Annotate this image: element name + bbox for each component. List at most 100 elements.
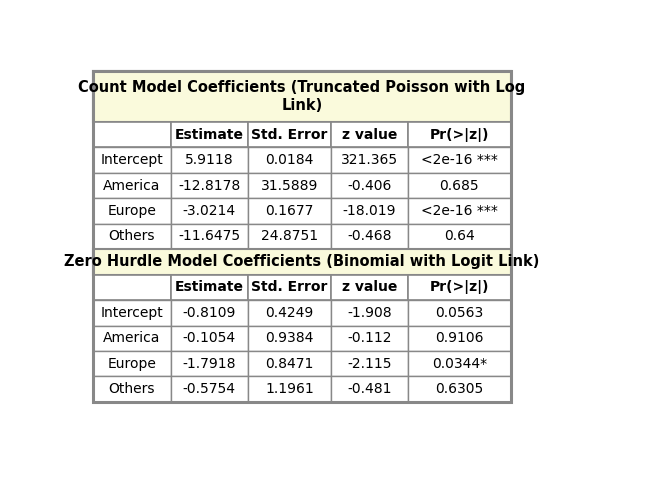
Bar	[93, 351, 170, 377]
Text: Estimate: Estimate	[175, 128, 244, 141]
Text: -0.468: -0.468	[347, 229, 392, 243]
Text: -11.6475: -11.6475	[178, 229, 241, 243]
Bar	[170, 326, 248, 351]
Text: 0.685: 0.685	[439, 178, 479, 192]
Text: -1.7918: -1.7918	[183, 357, 236, 371]
Bar	[170, 351, 248, 377]
Bar	[93, 147, 170, 173]
Text: 321.365: 321.365	[341, 153, 398, 167]
Text: Std. Error: Std. Error	[251, 280, 328, 295]
Text: Zero Hurdle Model Coefficients (Binomial with Logit Link): Zero Hurdle Model Coefficients (Binomial…	[64, 254, 539, 269]
Bar	[170, 122, 248, 147]
Bar	[170, 300, 248, 326]
Bar	[330, 224, 408, 249]
Text: -0.8109: -0.8109	[183, 306, 236, 320]
Bar	[170, 147, 248, 173]
Bar	[170, 173, 248, 198]
Text: Intercept: Intercept	[101, 306, 163, 320]
Bar	[408, 122, 511, 147]
Bar	[330, 377, 408, 402]
Bar	[408, 275, 511, 300]
Bar	[170, 198, 248, 224]
Text: 0.9384: 0.9384	[265, 331, 313, 345]
Text: Europe: Europe	[108, 357, 156, 371]
Text: -0.1054: -0.1054	[183, 331, 236, 345]
Bar	[248, 300, 330, 326]
Text: Europe: Europe	[108, 204, 156, 218]
Text: -3.0214: -3.0214	[183, 204, 236, 218]
Bar	[93, 173, 170, 198]
Bar	[408, 173, 511, 198]
Text: 0.0344*: 0.0344*	[432, 357, 487, 371]
Text: -0.112: -0.112	[347, 331, 392, 345]
Text: Std. Error: Std. Error	[251, 128, 328, 141]
Text: 5.9118: 5.9118	[185, 153, 233, 167]
Text: <2e-16 ***: <2e-16 ***	[421, 153, 498, 167]
Text: Pr(>|z|): Pr(>|z|)	[430, 128, 489, 141]
Bar	[93, 224, 170, 249]
Bar	[170, 224, 248, 249]
Bar	[408, 224, 511, 249]
Bar	[93, 326, 170, 351]
Bar	[330, 147, 408, 173]
Text: Intercept: Intercept	[101, 153, 163, 167]
Bar	[93, 71, 511, 122]
Text: Estimate: Estimate	[175, 280, 244, 295]
Bar	[248, 198, 330, 224]
Bar	[408, 147, 511, 173]
Text: 0.6305: 0.6305	[435, 382, 483, 396]
Text: 0.64: 0.64	[444, 229, 475, 243]
Bar	[93, 377, 170, 402]
Text: <2e-16 ***: <2e-16 ***	[421, 204, 498, 218]
Bar	[248, 173, 330, 198]
Text: -0.481: -0.481	[347, 382, 392, 396]
Bar	[93, 198, 170, 224]
Bar	[330, 173, 408, 198]
Bar	[330, 198, 408, 224]
Text: -0.406: -0.406	[347, 178, 392, 192]
Text: America: America	[103, 178, 161, 192]
Bar	[330, 326, 408, 351]
Text: 0.0184: 0.0184	[265, 153, 313, 167]
Text: America: America	[103, 331, 161, 345]
Text: 31.5889: 31.5889	[261, 178, 318, 192]
Bar	[248, 147, 330, 173]
Bar	[170, 377, 248, 402]
Text: 0.9106: 0.9106	[435, 331, 484, 345]
Bar	[330, 300, 408, 326]
Bar	[248, 326, 330, 351]
Text: Pr(>|z|): Pr(>|z|)	[430, 280, 489, 295]
Text: Others: Others	[108, 229, 155, 243]
Text: 1.1961: 1.1961	[265, 382, 313, 396]
Text: 0.4249: 0.4249	[265, 306, 313, 320]
Bar	[248, 224, 330, 249]
Bar	[408, 326, 511, 351]
Text: -0.5754: -0.5754	[183, 382, 236, 396]
Text: -12.8178: -12.8178	[178, 178, 241, 192]
Text: 24.8751: 24.8751	[261, 229, 318, 243]
Text: z value: z value	[342, 280, 397, 295]
Text: z value: z value	[342, 128, 397, 141]
Bar	[408, 351, 511, 377]
Bar	[248, 351, 330, 377]
Bar	[248, 377, 330, 402]
Text: Others: Others	[108, 382, 155, 396]
Bar	[248, 122, 330, 147]
Bar	[330, 275, 408, 300]
Text: 0.0563: 0.0563	[435, 306, 483, 320]
Bar	[408, 377, 511, 402]
Bar	[170, 275, 248, 300]
Text: -2.115: -2.115	[347, 357, 392, 371]
Text: 0.8471: 0.8471	[265, 357, 313, 371]
Text: Count Model Coefficients (Truncated Poisson with Log
Link): Count Model Coefficients (Truncated Pois…	[78, 81, 526, 113]
Bar	[408, 300, 511, 326]
Bar	[93, 122, 170, 147]
Bar	[93, 249, 511, 275]
Text: -1.908: -1.908	[347, 306, 392, 320]
Bar	[408, 198, 511, 224]
Bar	[330, 122, 408, 147]
Bar	[93, 275, 170, 300]
Bar	[93, 71, 511, 402]
Bar	[330, 351, 408, 377]
Bar	[93, 300, 170, 326]
